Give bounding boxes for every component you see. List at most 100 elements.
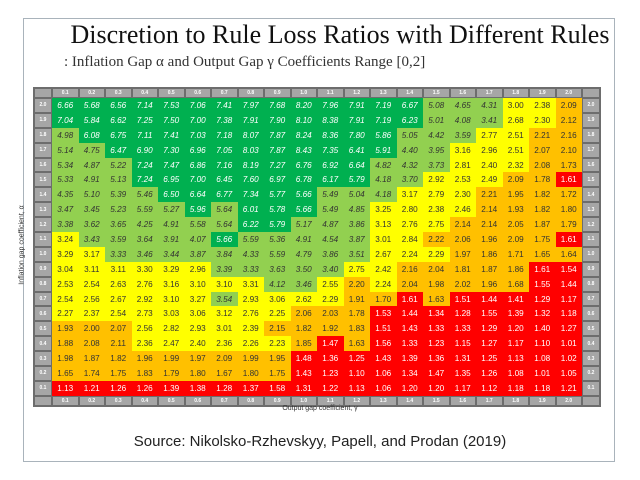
heatmap-cell: 3.46 bbox=[131, 246, 158, 262]
y-tick-label: 0.1 bbox=[34, 380, 52, 396]
y-tick-label: 0.4 bbox=[34, 336, 52, 352]
heatmap-cell: 4.65 bbox=[449, 98, 476, 113]
heatmap-cell: 5.96 bbox=[184, 202, 211, 218]
x-axis-label: Output gap coefficient, γ bbox=[282, 405, 358, 412]
heatmap-cell: 7.05 bbox=[211, 142, 238, 158]
heatmap-cell: 1.17 bbox=[502, 336, 529, 352]
heatmap-cell: 4.79 bbox=[290, 246, 317, 262]
y-tick-label: 1.6 bbox=[582, 157, 600, 173]
heatmap-cell: 4.18 bbox=[370, 172, 397, 188]
x-tick-label: 1.9 bbox=[529, 395, 556, 406]
heatmap-cell: 5.91 bbox=[370, 142, 397, 158]
heatmap-cell: 1.87 bbox=[529, 217, 556, 233]
y-tick-label: 1.7 bbox=[582, 142, 600, 158]
table-corner bbox=[34, 88, 52, 98]
x-tick-label: 0.3 bbox=[105, 395, 132, 406]
heatmap-cell: 5.13 bbox=[105, 172, 132, 188]
heatmap-cell: 1.12 bbox=[476, 380, 503, 396]
heatmap-cell: 5.58 bbox=[184, 217, 211, 233]
heatmap-cell: 4.08 bbox=[449, 112, 476, 128]
heatmap-cell: 1.41 bbox=[502, 291, 529, 307]
heatmap-cell: 1.97 bbox=[184, 351, 211, 367]
x-tick-label: 0.6 bbox=[184, 88, 211, 98]
heatmap-cell: 3.87 bbox=[184, 246, 211, 262]
heatmap-cell: 2.37 bbox=[78, 306, 105, 322]
heatmap-cell: 3.25 bbox=[370, 202, 397, 218]
heatmap-cell: 1.26 bbox=[476, 366, 503, 381]
x-tick-label: 1.5 bbox=[423, 395, 450, 406]
heatmap-cell: 3.33 bbox=[105, 246, 132, 262]
y-tick-label: 1.5 bbox=[34, 172, 52, 188]
heatmap-cell: 1.38 bbox=[184, 380, 211, 396]
heatmap-cell: 2.76 bbox=[237, 306, 264, 322]
heatmap-cell: 4.91 bbox=[158, 217, 185, 233]
y-tick-label: 0.3 bbox=[34, 351, 52, 367]
heatmap-cell: 2.21 bbox=[529, 127, 556, 143]
heatmap-cell: 5.33 bbox=[52, 172, 79, 188]
heatmap-cell: 1.80 bbox=[184, 366, 211, 381]
heatmap-cell: 2.09 bbox=[555, 98, 582, 113]
y-tick-label: 0.6 bbox=[582, 306, 600, 322]
heatmap-cell: 3.16 bbox=[158, 276, 185, 292]
heatmap-table: 0.1 0.2 0.3 0.4 0.5 0.6 0.7 0.8 0.9 1.0 1.1 1.2 1.3 1… bbox=[33, 87, 601, 407]
heatmap-cell: 2.07 bbox=[529, 142, 556, 158]
heatmap-cell: 2.68 bbox=[502, 112, 529, 128]
heatmap-cell: 1.35 bbox=[449, 366, 476, 381]
heatmap-cell: 1.33 bbox=[449, 321, 476, 337]
heatmap-cell: 7.96 bbox=[317, 98, 344, 113]
heatmap-cell: 5.68 bbox=[78, 98, 105, 113]
heatmap-cell: 1.95 bbox=[264, 351, 291, 367]
heatmap-cell: 2.46 bbox=[449, 202, 476, 218]
heatmap-cell: 6.95 bbox=[158, 172, 185, 188]
heatmap-cell: 1.95 bbox=[502, 187, 529, 203]
x-tick-label: 1.9 bbox=[529, 88, 556, 98]
heatmap-cell: 6.41 bbox=[343, 142, 370, 158]
source-note: Source: Nikolsko-Rzhevskyy, Papell, and … bbox=[133, 433, 507, 450]
heatmap-cell: 1.37 bbox=[237, 380, 264, 396]
heatmap-cell: 1.96 bbox=[476, 232, 503, 247]
heatmap-cell: 1.65 bbox=[52, 366, 79, 381]
heatmap-cell: 1.28 bbox=[211, 380, 238, 396]
x-tick-label: 0.5 bbox=[158, 88, 185, 98]
heatmap-cell: 1.47 bbox=[423, 366, 450, 381]
heatmap-cell: 3.51 bbox=[343, 246, 370, 262]
heatmap-cell: 1.83 bbox=[343, 321, 370, 337]
heatmap-cell: 1.58 bbox=[264, 380, 291, 396]
heatmap-cell: 1.65 bbox=[529, 246, 556, 262]
heatmap-cell: 4.42 bbox=[423, 127, 450, 143]
heatmap-cell: 5.17 bbox=[290, 217, 317, 233]
heatmap-cell: 1.13 bbox=[52, 380, 79, 396]
x-tick-label: 0.9 bbox=[264, 88, 291, 98]
heatmap-cell: 2.12 bbox=[555, 112, 582, 128]
heatmap-cell: 1.31 bbox=[290, 380, 317, 396]
heatmap-cell: 1.82 bbox=[105, 351, 132, 367]
heatmap-cell: 1.97 bbox=[449, 246, 476, 262]
heatmap-cell: 7.97 bbox=[237, 98, 264, 113]
heatmap-cell: 7.24 bbox=[131, 172, 158, 188]
heatmap-cell: 2.29 bbox=[423, 246, 450, 262]
y-tick-label: 1.2 bbox=[34, 217, 52, 233]
heatmap-cell: 5.49 bbox=[317, 202, 344, 218]
heatmap-cell: 2.40 bbox=[184, 336, 211, 352]
table-corner bbox=[582, 88, 600, 98]
heatmap-cell: 7.87 bbox=[264, 142, 291, 158]
heatmap-cell: 3.01 bbox=[370, 232, 397, 247]
heatmap-cell: 2.22 bbox=[423, 232, 450, 247]
heatmap-cell: 3.50 bbox=[290, 261, 317, 277]
heatmap-cell: 3.45 bbox=[78, 202, 105, 218]
heatmap-cell: 6.62 bbox=[105, 112, 132, 128]
heatmap-cell: 3.39 bbox=[211, 261, 238, 277]
heatmap-cell: 4.07 bbox=[184, 232, 211, 247]
heatmap-cell: 2.10 bbox=[555, 142, 582, 158]
heatmap-cell: 2.06 bbox=[290, 306, 317, 322]
heatmap-cell: 2.02 bbox=[449, 276, 476, 292]
heatmap-cell: 2.06 bbox=[449, 232, 476, 247]
heatmap-cell: 2.03 bbox=[317, 306, 344, 322]
heatmap-cell: 1.81 bbox=[449, 261, 476, 277]
y-tick-label: 2.0 bbox=[582, 98, 600, 113]
heatmap-cell: 7.18 bbox=[211, 127, 238, 143]
heatmap-cell: 1.44 bbox=[476, 291, 503, 307]
heatmap-cell: 5.77 bbox=[264, 187, 291, 203]
x-tick-label: 0.3 bbox=[105, 88, 132, 98]
heatmap-cell: 1.73 bbox=[555, 157, 582, 173]
